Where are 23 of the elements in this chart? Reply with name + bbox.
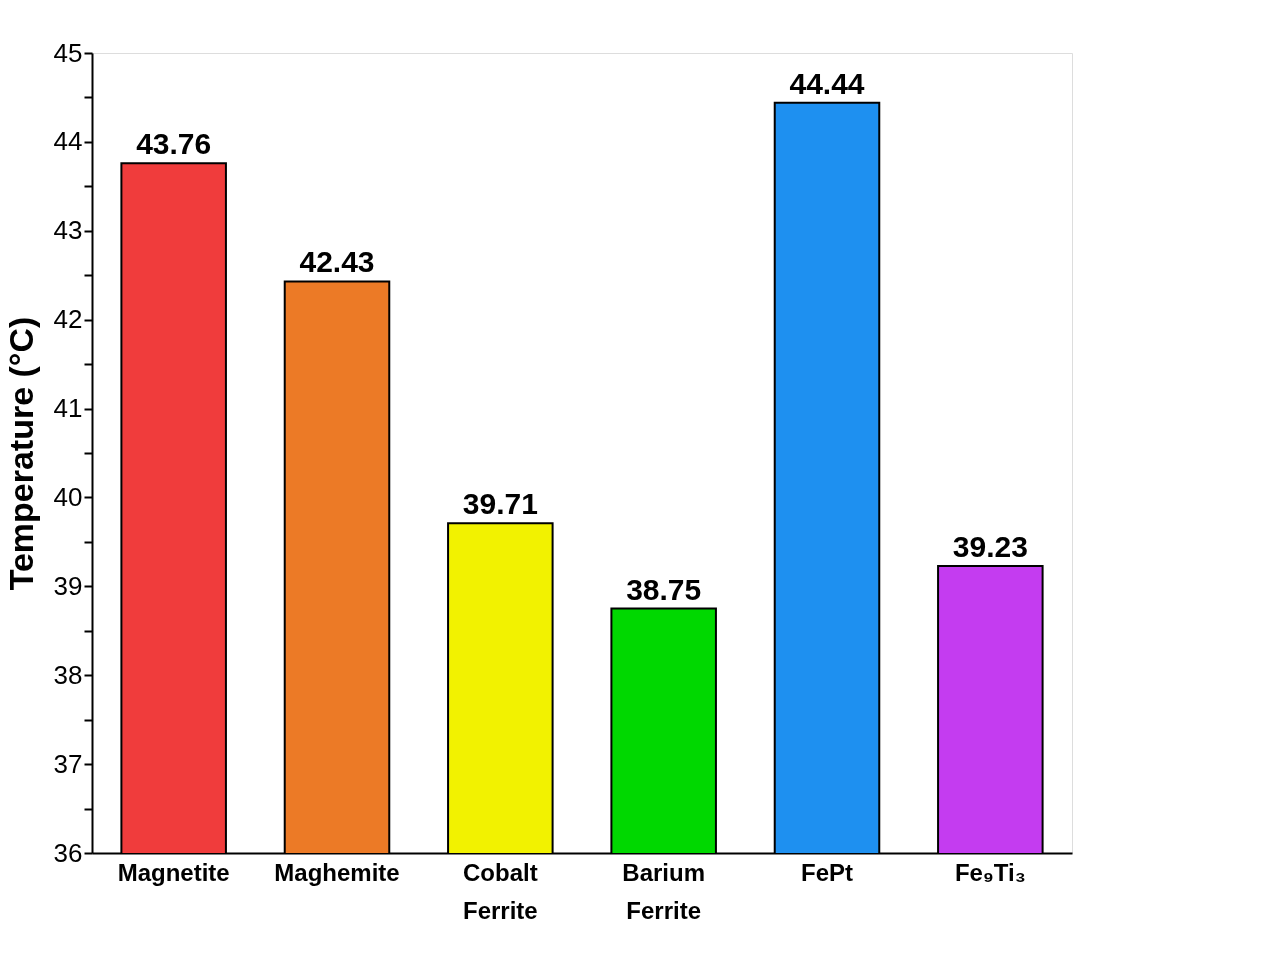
x-tick-label: Magnetite — [117, 858, 230, 886]
y-tick-label: 38 — [53, 659, 83, 690]
data-label: 43.76 — [136, 127, 212, 161]
y-tick-label: 39 — [53, 570, 83, 601]
data-label: 38.75 — [626, 572, 702, 606]
y-tick-label: 43 — [53, 215, 83, 246]
x-tick-label: Cobalt Ferrite — [462, 858, 538, 924]
y-tick-label: 45 — [53, 37, 83, 68]
y-tick-label: 44 — [53, 126, 83, 157]
y-tick-label: 37 — [53, 748, 83, 779]
x-tick-label: Maghemite — [274, 858, 400, 886]
data-label: 42.43 — [299, 245, 375, 279]
data-label: 39.71 — [462, 487, 538, 521]
y-tick-label: 40 — [53, 481, 83, 512]
y-tick-label: 36 — [53, 837, 83, 868]
y-tick-label: 42 — [53, 304, 83, 335]
data-label: 39.23 — [952, 529, 1028, 563]
x-tick-label: FePt — [800, 858, 854, 886]
x-tick-label: Fe₉Ti₃ — [954, 858, 1026, 886]
y-axis-title: Temperature (°C) — [1, 316, 40, 591]
x-tick-label: Barium Ferrite — [622, 858, 706, 924]
data-label: 44.44 — [789, 66, 865, 100]
y-tick-label: 41 — [53, 393, 83, 424]
